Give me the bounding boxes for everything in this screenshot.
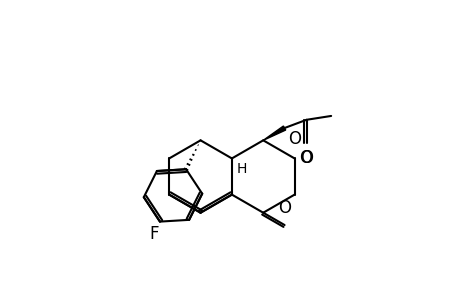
Text: F: F <box>149 225 158 243</box>
Text: O: O <box>299 149 312 167</box>
Text: O: O <box>298 149 312 167</box>
Text: O: O <box>288 130 301 148</box>
Text: O: O <box>278 199 291 217</box>
Text: H: H <box>236 161 246 176</box>
Polygon shape <box>263 126 285 140</box>
